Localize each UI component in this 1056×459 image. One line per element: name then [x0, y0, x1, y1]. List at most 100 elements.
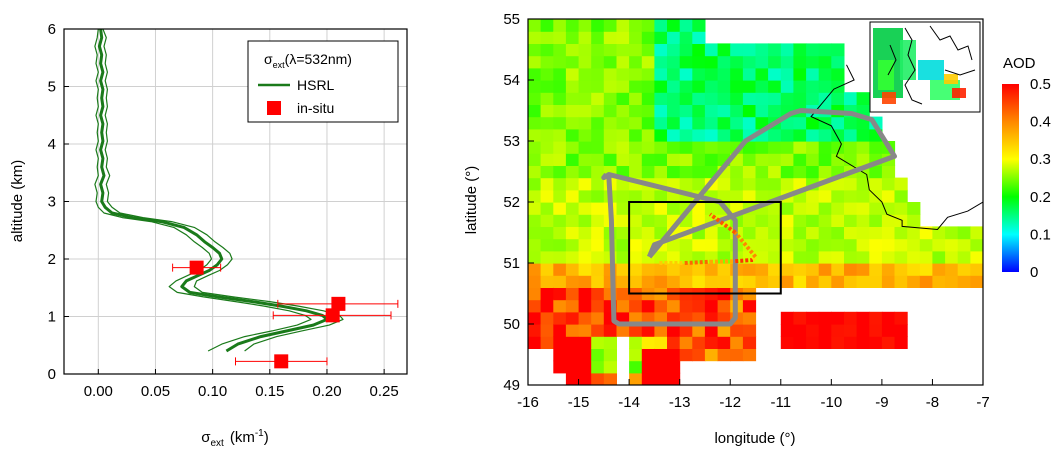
aod-cell	[603, 348, 617, 362]
aod-cell	[717, 189, 731, 203]
aod-cell	[780, 80, 794, 93]
aod-cell	[717, 116, 731, 130]
aod-cell	[818, 165, 832, 179]
aod-cell	[844, 324, 858, 337]
aod-cell	[818, 153, 832, 166]
aod-cell	[869, 311, 883, 325]
aod-cell	[894, 202, 908, 215]
aod-cell	[667, 238, 681, 252]
aod-cell	[591, 336, 605, 349]
aod-cell	[755, 214, 769, 227]
aod-cell	[704, 263, 719, 276]
aod-cell	[591, 202, 605, 215]
aod-cell	[831, 324, 845, 337]
aod-cell	[591, 128, 605, 142]
aod-cell	[591, 360, 605, 374]
aod-cell	[641, 67, 655, 81]
aod-cell	[907, 275, 921, 288]
aod-cell	[591, 275, 605, 288]
aod-cell	[856, 141, 870, 154]
aod-cell	[945, 250, 959, 264]
aod-cell	[755, 189, 769, 203]
aod-cell	[578, 263, 592, 276]
aod-cell	[831, 275, 845, 288]
aod-cell	[591, 19, 605, 32]
aod-cell	[578, 19, 592, 32]
aod-cell	[565, 348, 580, 362]
aod-cell	[957, 250, 971, 264]
legend-title-rest: (λ=532nm)	[285, 51, 352, 67]
aod-cell	[881, 336, 896, 349]
aod-cell	[692, 250, 706, 264]
aod-cell	[629, 372, 643, 385]
aod-cell	[793, 250, 807, 264]
aod-cell	[780, 336, 794, 349]
aod-cell	[881, 311, 896, 325]
aod-cell	[780, 165, 794, 179]
aod-cell	[831, 189, 845, 203]
colorbar-ticks: 0 0.1 0.2 0.3 0.4 0.5	[1030, 76, 1051, 281]
legend: σext(λ=532nm) HSRL in-situ	[247, 40, 399, 123]
aod-cell	[831, 263, 845, 276]
aod-cell	[806, 238, 820, 252]
aod-cell	[717, 226, 731, 240]
aod-cell	[692, 19, 706, 32]
aod-cell	[528, 31, 542, 44]
aod-cell	[603, 336, 617, 349]
aod-cell	[856, 275, 870, 288]
aod-cell	[793, 177, 807, 191]
hsrl-bound-line	[94, 29, 312, 352]
xlabel-sub: ext	[211, 438, 225, 449]
aod-cell	[780, 263, 794, 276]
aod-cell	[679, 177, 693, 191]
aod-cell	[629, 299, 643, 313]
aod-cell	[641, 80, 655, 93]
insitu-track-segment	[733, 231, 758, 259]
aod-cell	[806, 92, 820, 105]
aod-cell	[881, 214, 896, 227]
aod-cell	[894, 336, 908, 349]
aod-cell	[528, 128, 542, 142]
aod-cell	[528, 116, 542, 130]
right-x-tick-label: -8	[926, 394, 939, 411]
aod-cell	[945, 275, 959, 288]
aod-cell	[603, 153, 617, 166]
aod-cell	[717, 128, 731, 142]
aod-cell	[679, 153, 693, 166]
aod-cell	[616, 238, 630, 252]
aod-cell	[565, 31, 580, 44]
aod-cell	[742, 324, 757, 337]
aod-cell	[970, 275, 983, 288]
aod-cell	[528, 250, 542, 264]
aod-cell	[641, 153, 655, 166]
aod-cell	[578, 360, 592, 374]
aod-cell	[578, 324, 592, 337]
aod-cell	[629, 311, 643, 325]
aod-cell	[768, 104, 782, 118]
right-x-axis-label: longitude (°)	[714, 430, 795, 447]
aod-cell	[818, 202, 832, 215]
aod-cell	[704, 348, 719, 362]
aod-cell	[755, 67, 769, 81]
colorbar-tick-label: 0.1	[1030, 226, 1051, 243]
aod-cell	[578, 67, 592, 81]
aod-cell	[578, 336, 592, 349]
aod-cell	[591, 92, 605, 105]
aod-cell	[793, 116, 807, 130]
aod-cell	[856, 189, 870, 203]
aod-cell	[641, 311, 655, 325]
aod-cell	[679, 311, 693, 325]
aod-cell	[793, 141, 807, 154]
aod-cell	[565, 189, 580, 203]
aod-cell	[578, 311, 592, 325]
aod-cell	[869, 141, 883, 154]
aod-cell	[894, 263, 908, 276]
insitu-point	[325, 308, 340, 323]
aod-cell	[679, 324, 693, 337]
aod-cell	[565, 43, 580, 57]
aod-cell	[679, 299, 693, 313]
aod-cell	[629, 141, 643, 154]
aod-cell	[667, 43, 681, 57]
aod-cell	[540, 80, 554, 93]
aod-cell	[667, 250, 681, 264]
